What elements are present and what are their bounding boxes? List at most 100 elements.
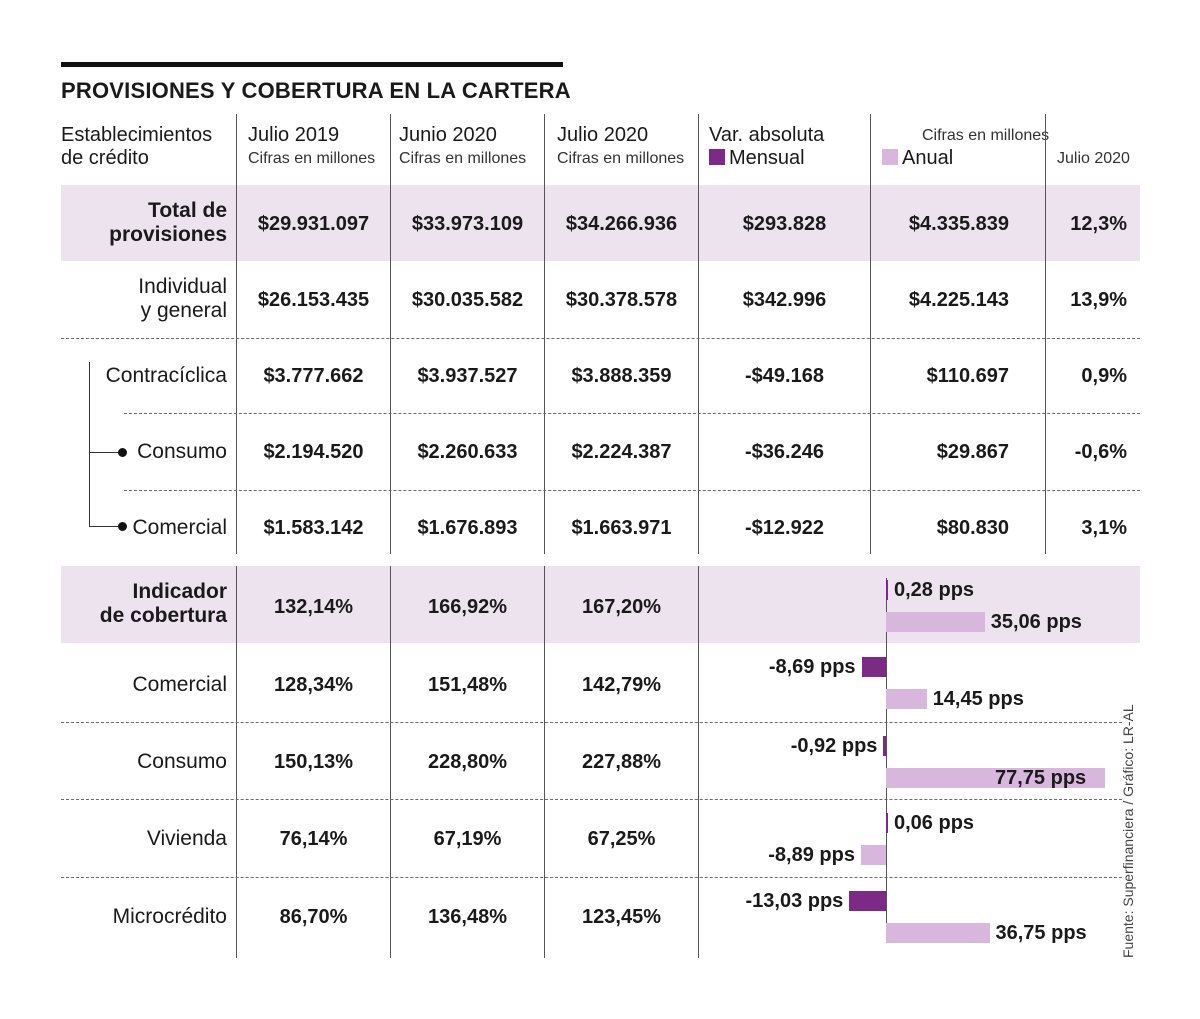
bar-label-anual-0: 35,06 pps [990, 611, 1082, 633]
page-title: PROVISIONES Y COBERTURA EN LA CARTERA [61, 78, 571, 103]
cell-anual: $110.697 [926, 365, 1009, 387]
cell-jul20: 227,88% [582, 751, 661, 773]
cell-anual: $29.867 [936, 441, 1009, 463]
cell-jul19: $26.153.435 [257, 289, 370, 311]
row-label: Vivienda [146, 827, 227, 850]
bar-mensual-3 [886, 813, 888, 833]
cell-jul19: $1.583.142 [263, 517, 364, 539]
bar-mensual-1 [861, 657, 886, 677]
cell-pct: -0,6% [1074, 441, 1127, 463]
bar-label-anual-1: 14,45 pps [932, 688, 1024, 710]
cell-pct: 3,1% [1081, 517, 1127, 539]
cell-jul20: $1.663.971 [571, 517, 672, 539]
bar-anual-4 [886, 923, 990, 943]
cell-anual: $80.830 [936, 517, 1009, 539]
bar-mensual-2 [883, 736, 886, 756]
bar-anual-3 [860, 845, 886, 865]
legend-mensual-label: Mensual [729, 147, 805, 169]
row-label: Indicador [132, 580, 227, 603]
bar-label-mensual-1: -8,69 pps [768, 656, 856, 678]
band-total [61, 185, 1140, 261]
row-divider [124, 413, 1140, 414]
bar-label-mensual-0: 0,28 pps [894, 579, 975, 601]
header-col0-line2: de crédito [61, 147, 149, 169]
cell-jul19: 128,34% [274, 674, 353, 696]
cell-jun20: 136,48% [428, 906, 507, 928]
row-label: de cobertura [99, 604, 227, 627]
cell-jun20: 67,19% [433, 828, 502, 850]
row-label: Total de [148, 199, 227, 222]
header-var-title: Var. absoluta [709, 124, 825, 146]
cell-jul20: $30.378.578 [565, 289, 678, 311]
bar-label-anual-3: -8,89 pps [768, 844, 855, 866]
row-label: Consumo [137, 750, 227, 773]
row-divider [61, 799, 1122, 800]
source-note: Fuente: Superfinanciera / Gráfico: LR-AL [1120, 704, 1136, 958]
tree-connector [89, 362, 90, 527]
header-jul19: Julio 2019 [248, 124, 340, 146]
bar-anual-0 [886, 612, 985, 632]
header-jul20: Julio 2020 [557, 124, 649, 146]
chart-zero-axis [886, 578, 887, 941]
vline [544, 114, 545, 554]
row-divider [124, 490, 1140, 491]
vline [236, 566, 237, 958]
vline [1045, 114, 1046, 554]
cell-mensual: -$12.922 [745, 517, 824, 539]
vline [236, 114, 237, 554]
cell-jul20: $34.266.936 [565, 213, 678, 235]
bar-anual-1 [886, 689, 927, 709]
tree-branch [89, 526, 122, 527]
cell-jun20: $1.676.893 [417, 517, 518, 539]
cell-jun20: $2.260.633 [417, 441, 518, 463]
cell-jul20: $2.224.387 [571, 441, 672, 463]
cell-jul19: 86,70% [279, 906, 348, 928]
tree-dot [118, 522, 127, 531]
vline [698, 114, 699, 554]
legend-anual: Anual [882, 147, 953, 170]
cell-jul19: $2.194.520 [263, 441, 364, 463]
cell-jul19: 76,14% [279, 828, 348, 850]
bar-label-mensual-4: -13,03 pps [745, 890, 844, 912]
cell-jul20: 142,79% [582, 674, 661, 696]
legend-anual-label: Anual [902, 147, 954, 169]
row-label: y general [140, 299, 227, 322]
row-divider [61, 877, 1122, 878]
row-label: Individual [138, 275, 227, 298]
bar-mensual-0 [886, 580, 888, 600]
cell-jun20: 228,80% [428, 751, 507, 773]
bar-label-mensual-2: -0,92 pps [790, 735, 878, 757]
title-rule [61, 62, 563, 67]
cell-mensual: $293.828 [742, 213, 827, 235]
cell-jul19: $29.931.097 [257, 213, 370, 235]
tree-branch [89, 452, 122, 453]
row-divider [61, 338, 1140, 339]
header-jul19-sub: Cifras en millones [248, 150, 376, 167]
cell-jun20: $33.973.109 [411, 213, 524, 235]
vline [390, 114, 391, 554]
header-var-sub: Cifras en millones [922, 127, 1050, 144]
header-jul20-sub: Cifras en millones [557, 150, 685, 167]
header-jun20-sub: Cifras en millones [399, 150, 527, 167]
bar-label-anual-2: 77,75 pps [995, 767, 1087, 789]
legend-mensual-swatch [709, 149, 725, 165]
vline [544, 566, 545, 958]
cell-jun20: 166,92% [428, 596, 507, 618]
cell-pct: 0,9% [1081, 365, 1127, 387]
cell-jul20: $3.888.359 [571, 365, 672, 387]
row-label: Microcrédito [112, 905, 227, 928]
bar-mensual-4 [849, 891, 886, 911]
cell-jun20: $30.035.582 [411, 289, 524, 311]
vline [870, 114, 871, 554]
vline [698, 566, 699, 958]
legend-anual-swatch [882, 149, 898, 165]
cell-jul19: 150,13% [274, 751, 353, 773]
header-col0-line1: Establecimientos [61, 124, 213, 146]
cell-jul19: $3.777.662 [263, 365, 364, 387]
cell-mensual: -$49.168 [745, 365, 824, 387]
row-label: provisiones [109, 223, 227, 246]
tree-dot [118, 448, 127, 457]
row-label: Contracíclica [105, 364, 227, 387]
cell-jul20: 67,25% [587, 828, 656, 850]
